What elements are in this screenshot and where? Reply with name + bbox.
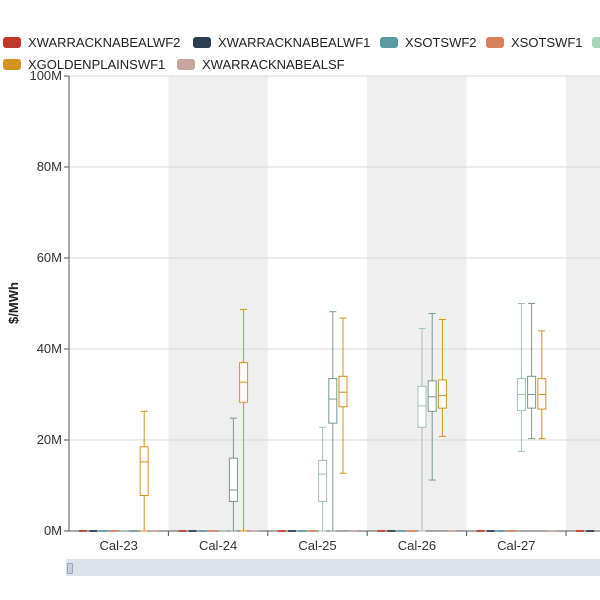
legend-item[interactable]: XWARRACKNABEALSF — [177, 56, 345, 72]
y-tick-label: 80M — [37, 159, 62, 174]
box-plot-mark[interactable] — [239, 308, 249, 532]
legend-swatch — [486, 36, 504, 48]
scrollbar-handle[interactable] — [67, 563, 73, 574]
horizontal-scrollbar[interactable] — [66, 559, 600, 576]
y-tick-label: 40M — [37, 341, 62, 356]
box-body — [417, 385, 427, 428]
legend-item[interactable]: XGOLDENPLAINSWF1 — [3, 56, 165, 72]
box-plot-mark[interactable] — [437, 318, 447, 437]
box-plot-mark[interactable] — [139, 410, 149, 532]
box-plot-mark[interactable] — [318, 426, 328, 532]
legend-swatch — [380, 36, 398, 48]
legend-swatch — [177, 58, 195, 70]
box-body — [338, 375, 348, 408]
box-plot-mark[interactable] — [338, 317, 348, 474]
legend-swatch — [3, 36, 21, 48]
x-tick-label: Cal-26 — [398, 538, 436, 553]
category-band — [168, 76, 268, 531]
box-plot-mark[interactable] — [417, 328, 427, 532]
y-tick-label: 20M — [37, 432, 62, 447]
legend-label: XSOTSWF1 — [511, 34, 583, 50]
category-bands — [168, 76, 600, 531]
legend-label: XWARRACKNABEALWF2 — [28, 34, 181, 50]
legend-item[interactable] — [592, 34, 600, 50]
axes: 0M 20M 40M 60M 80M 100M Cal-23 Cal-24 Cal-25 Cal-… — [29, 68, 600, 553]
box-body — [437, 379, 447, 409]
box-body — [139, 446, 149, 497]
box-plot-mark[interactable] — [537, 330, 547, 440]
box-body — [537, 378, 547, 410]
x-tick-label: Cal-23 — [100, 538, 138, 553]
box-plot-mark[interactable] — [328, 311, 338, 532]
legend-swatch — [3, 58, 21, 70]
box-body — [228, 457, 238, 502]
legend-label: XSOTSWF2 — [405, 34, 477, 50]
legend-item[interactable]: XSOTSWF1 — [486, 34, 583, 50]
x-tick-label: Cal-24 — [199, 538, 237, 553]
y-tick-label: 0M — [44, 523, 62, 538]
x-tick-label: Cal-25 — [298, 538, 336, 553]
legend-swatch — [193, 36, 211, 48]
category-band — [566, 76, 600, 531]
legend-item[interactable]: XSOTSWF2 — [380, 34, 477, 50]
legend-label: XGOLDENPLAINSWF1 — [28, 56, 166, 72]
y-axis-label: $/MWh — [6, 282, 21, 324]
legend-item[interactable]: XWARRACKNABEALWF2 — [3, 34, 180, 50]
chart-legend: XWARRACKNABEALWF2 XWARRACKNABEALWF1 XSOTSW… — [0, 30, 600, 76]
category-band — [367, 76, 467, 531]
box-plot-chart: 0M 20M 40M 60M 80M 100M Cal-23 Cal-24 Cal-25 Cal-… — [6, 68, 600, 553]
box-plot-mark[interactable] — [527, 303, 537, 440]
box-plot-mark[interactable] — [228, 417, 238, 532]
box-body — [318, 459, 328, 502]
y-tick-label: 100M — [29, 68, 62, 83]
box-plot-mark[interactable] — [427, 313, 437, 481]
box-body — [328, 378, 338, 424]
legend-item[interactable]: XWARRACKNABEALWF1 — [193, 34, 370, 50]
legend-swatch — [592, 36, 600, 48]
box-body — [527, 375, 537, 409]
legend-label: XWARRACKNABEALSF — [202, 56, 345, 72]
box-series — [79, 303, 595, 532]
box-body — [427, 380, 437, 412]
legend-label: XWARRACKNABEALWF1 — [218, 34, 371, 50]
y-tick-label: 60M — [37, 250, 62, 265]
x-tick-label: Cal-27 — [497, 538, 535, 553]
box-plot-mark[interactable] — [516, 303, 526, 452]
